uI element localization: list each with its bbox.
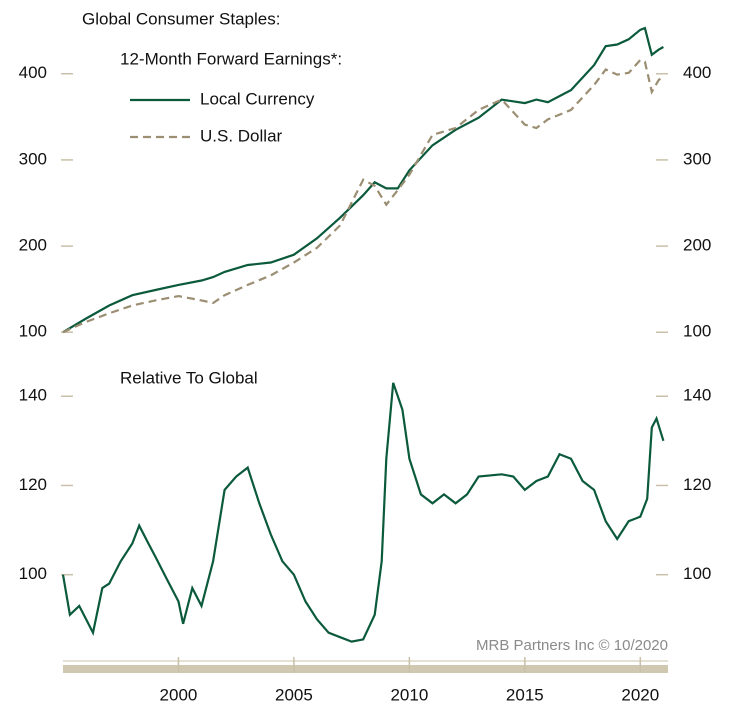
y-tick-label-right: 100 — [683, 322, 711, 341]
y-tick-label: 100 — [19, 564, 47, 583]
y-tick-label: 200 — [19, 236, 47, 255]
y-tick-label: 100 — [19, 322, 47, 341]
series-line — [61, 382, 665, 643]
y-tick-label-right: 400 — [683, 63, 711, 82]
chart-subtitle: 12-Month Forward Earnings*: — [120, 49, 342, 68]
x-tick-label: 2020 — [621, 685, 659, 704]
x-axis-band — [63, 665, 668, 673]
x-tick-label: 2010 — [390, 685, 428, 704]
panel-title: Relative To Global — [120, 368, 258, 387]
chart-title: Global Consumer Staples: — [82, 9, 280, 28]
x-tick-label: 2000 — [160, 685, 198, 704]
y-tick-label-right: 120 — [683, 475, 711, 494]
y-tick-label: 400 — [19, 63, 47, 82]
legend-label: Local Currency — [200, 89, 315, 108]
series-line — [62, 58, 664, 334]
source-note: MRB Partners Inc © 10/2020 — [476, 637, 668, 654]
x-tick-label: 2005 — [275, 685, 313, 704]
y-tick-label-right: 140 — [683, 386, 711, 405]
y-tick-label-right: 300 — [683, 149, 711, 168]
y-tick-label-right: 100 — [683, 564, 711, 583]
y-tick-label: 120 — [19, 475, 47, 494]
y-tick-label: 300 — [19, 149, 47, 168]
legend-label: U.S. Dollar — [200, 126, 283, 145]
y-tick-label: 140 — [19, 386, 47, 405]
x-tick-label: 2015 — [506, 685, 544, 704]
y-tick-label-right: 200 — [683, 236, 711, 255]
series-line — [62, 26, 664, 334]
